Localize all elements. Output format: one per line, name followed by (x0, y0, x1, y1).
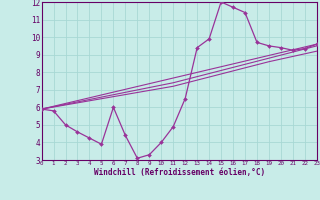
X-axis label: Windchill (Refroidissement éolien,°C): Windchill (Refroidissement éolien,°C) (94, 168, 265, 177)
